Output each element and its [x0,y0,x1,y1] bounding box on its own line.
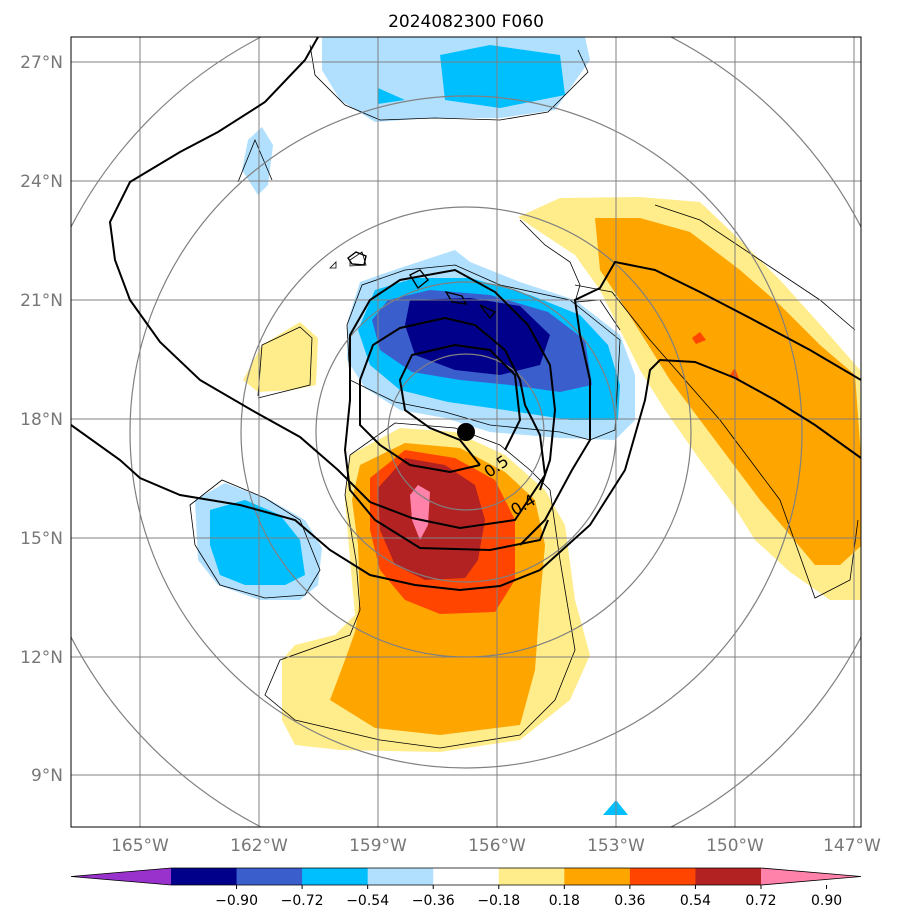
colorbar-swatch [498,868,565,885]
graticule [71,37,861,827]
colorbar-swatch [236,868,303,885]
colorbar-ticks: −0.90 −0.72 −0.54 −0.36 −0.18 0.18 0.36 0.54 0.7… [215,885,842,909]
colorbar-swatch [695,868,762,885]
lon-tick: 162°W [230,836,288,856]
lon-tick: 165°W [111,836,169,856]
lat-tick: 15°N [20,529,63,549]
colorbar-swatches [70,867,862,886]
map-panel: 0.5 0.4 [70,36,862,828]
lat-tick: 12°N [20,648,63,668]
colorbar-tick-label: 0.18 [549,893,580,909]
colorbar-tick-label: −0.54 [346,893,389,909]
colorbar-swatch [433,868,500,885]
lon-tick: 147°W [823,836,881,856]
colorbar-tick-label: −0.36 [412,893,455,909]
colorbar-outline [70,867,862,886]
colorbar-tick-label: −0.72 [281,893,324,909]
lat-tick: 27°N [20,53,63,73]
range-rings [71,37,861,827]
colorbar-tick-label: 0.72 [745,893,776,909]
shading-positive [243,197,861,752]
colorbar-swatch [564,868,631,885]
colorbar-extend-high [761,868,861,885]
colorbar-swatch [171,868,238,885]
map-title: 2024082300 F060 [388,12,544,32]
longitude-tick-labels: 165°W 162°W 159°W 156°W 153°W 150°W 147°… [111,836,881,856]
lon-tick: 156°W [468,836,526,856]
lon-tick: 159°W [349,836,407,856]
lat-tick: 24°N [20,172,63,192]
colorbar-tick-label: −0.18 [477,893,520,909]
colorbar-tick-label: 0.54 [680,893,711,909]
latitude-tick-labels: 27°N 24°N 21°N 18°N 15°N 12°N 9°N [20,53,63,786]
storm-center-marker [457,423,475,441]
bold-contours [71,37,861,592]
colorbar-tick-label: 0.36 [614,893,645,909]
lon-tick: 150°W [706,836,764,856]
colorbar-swatch [367,868,434,885]
colorbar: −0.90 −0.72 −0.54 −0.36 −0.18 0.18 0.36 0.54 0.7… [70,867,862,909]
colorbar-swatch [629,868,696,885]
colorbar-swatch [302,868,369,885]
lat-tick: 21°N [20,291,63,311]
island-shapes [347,251,497,320]
map-frame [70,36,862,828]
lat-tick: 18°N [20,410,63,430]
colorbar-tick-label: −0.90 [215,893,258,909]
lat-tick: 9°N [31,766,63,786]
colorbar-tick-label: 0.90 [811,893,842,909]
colorbar-extend-low [71,868,171,885]
lon-tick: 153°W [587,836,645,856]
